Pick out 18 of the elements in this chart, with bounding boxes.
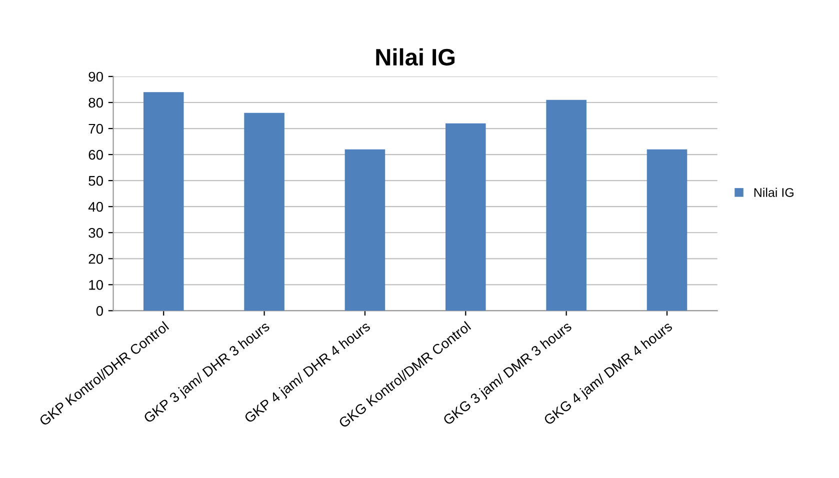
y-tick-label: 70 xyxy=(88,124,103,134)
bar xyxy=(446,123,486,311)
legend-label: Nilai IG xyxy=(754,188,794,197)
y-tick-label: 0 xyxy=(96,306,103,316)
y-tick-label: 60 xyxy=(88,150,103,160)
bar xyxy=(344,149,386,311)
chart-title: Nilai IG xyxy=(376,48,455,66)
y-tick-label: 40 xyxy=(88,202,103,212)
bar xyxy=(646,149,688,311)
y-tick-label: 10 xyxy=(89,280,103,290)
bar xyxy=(244,112,284,311)
y-tick-label: 30 xyxy=(88,228,103,238)
y-tick-label: 80 xyxy=(88,98,103,108)
y-tick-label: 90 xyxy=(88,72,103,82)
y-tick-label: 50 xyxy=(88,176,103,186)
bar xyxy=(143,92,184,311)
bar xyxy=(546,100,586,311)
y-tick-label: 20 xyxy=(88,254,103,264)
